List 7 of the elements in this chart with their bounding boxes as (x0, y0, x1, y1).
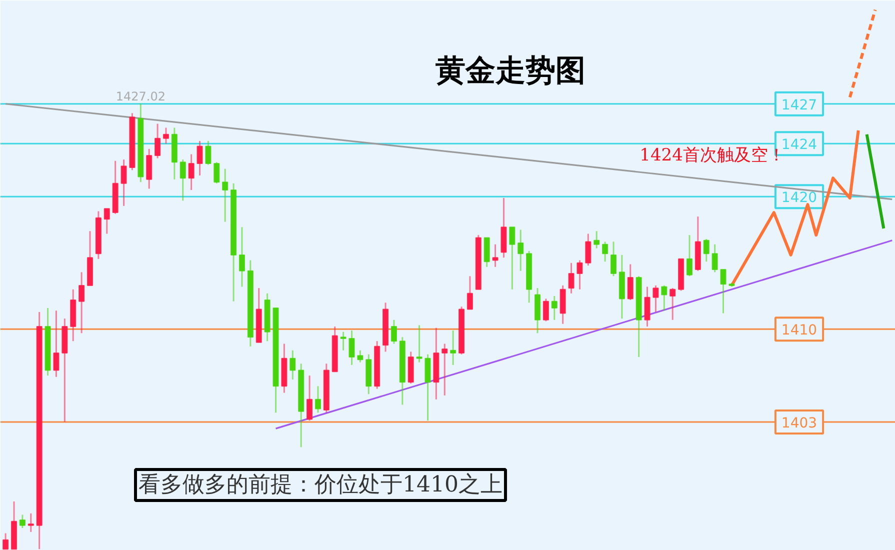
y-tick-label: 1403 (781, 415, 818, 432)
y-tick-label: 1410 (781, 322, 818, 339)
y-tick-label: 1427 (781, 97, 818, 114)
text: 黄金走势图 (436, 54, 586, 88)
annotation: 看多做多的前提：价位处于1410之上 (138, 472, 502, 498)
annotation: 1427.02 (116, 90, 166, 104)
y-tick-label: 1420 (781, 190, 818, 206)
